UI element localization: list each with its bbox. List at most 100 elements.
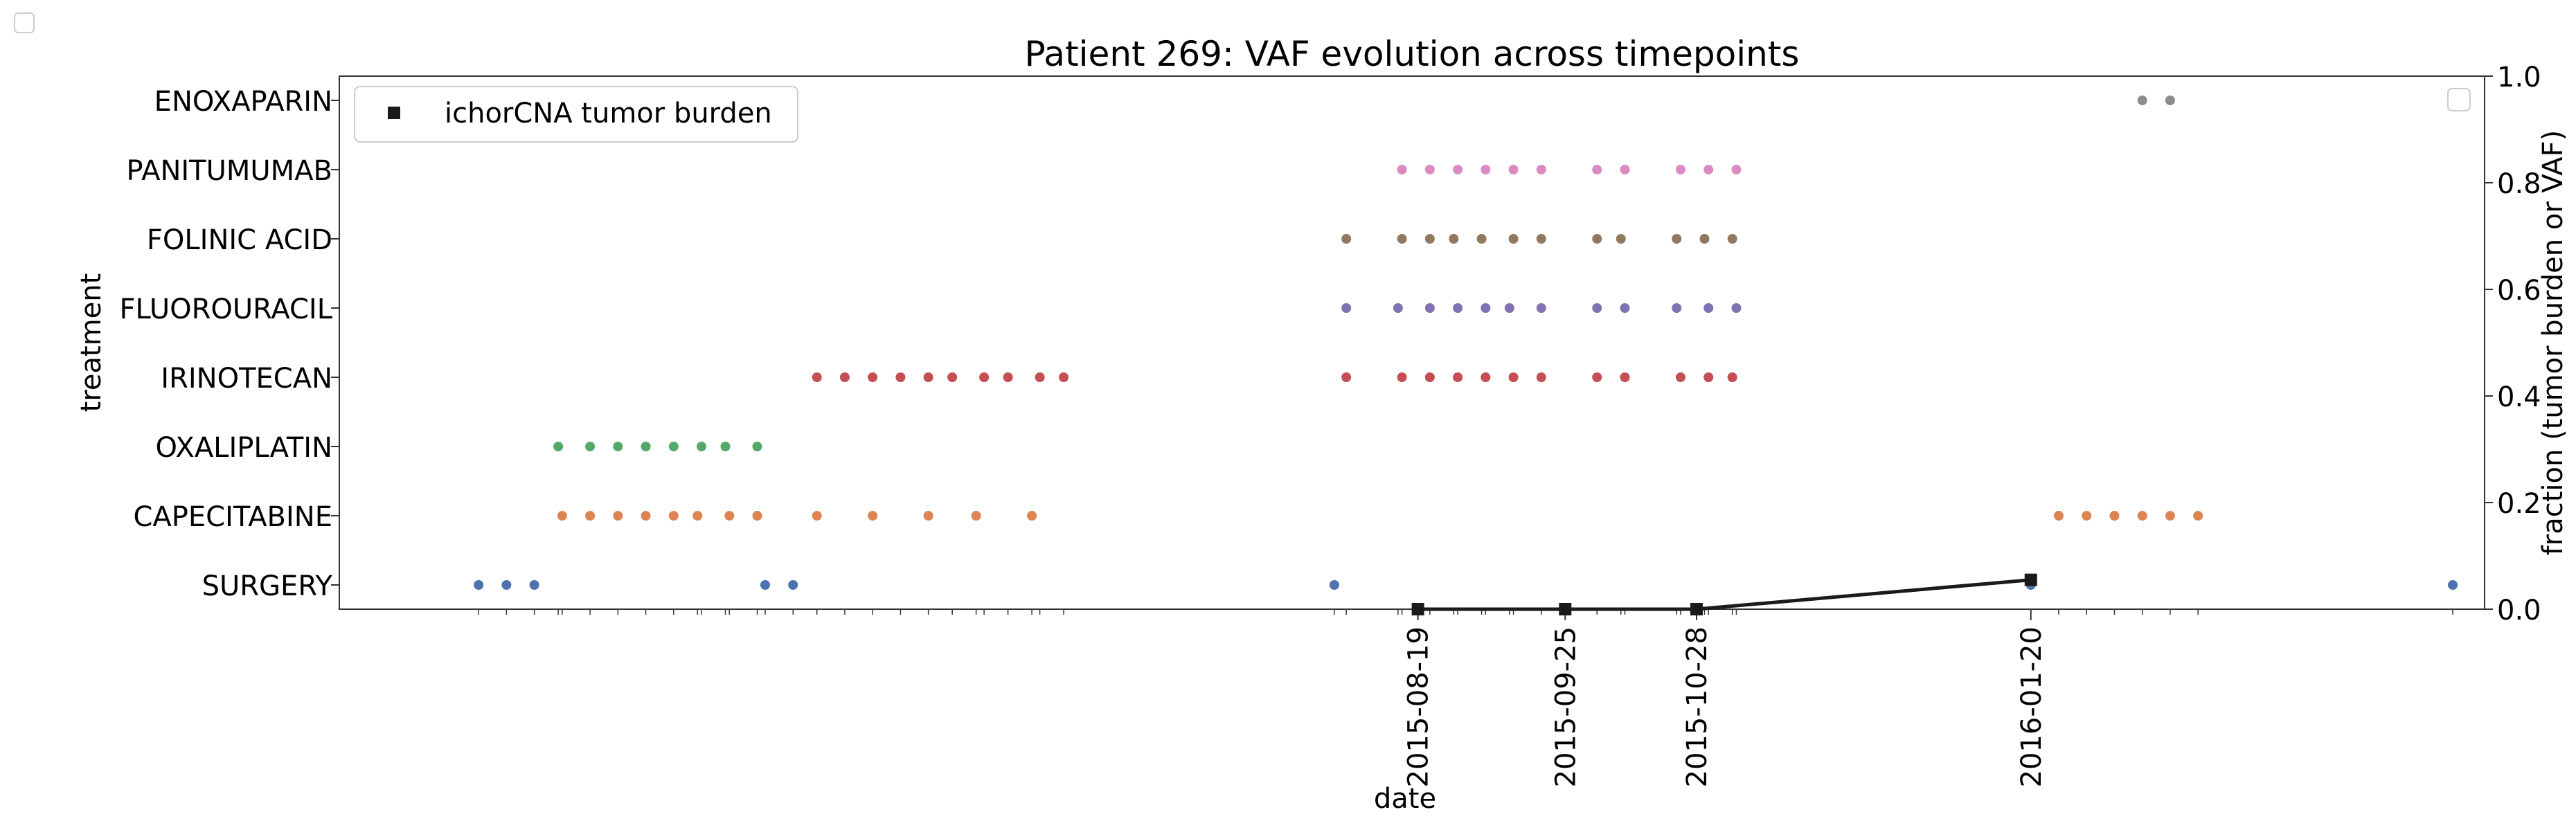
treatment-event-point — [529, 580, 539, 590]
treatment-event-point — [1341, 234, 1352, 244]
treatment-event-point — [668, 511, 679, 521]
treatment-event-point — [1059, 372, 1069, 382]
tumor-burden-point — [1559, 603, 1572, 615]
treatment-event-point — [1393, 303, 1403, 313]
right-y-tick-label: 0.4 — [2497, 381, 2541, 413]
right-y-tick-label: 1.0 — [2497, 62, 2541, 93]
treatment-event-point — [971, 511, 981, 521]
treatment-event-point — [1703, 303, 1714, 313]
tumor-burden-point — [1411, 603, 1424, 615]
treatment-event-point — [1592, 234, 1602, 244]
treatment-label: OXALIPLATIN — [155, 432, 332, 464]
treatment-event-point — [1699, 234, 1710, 244]
treatment-event-point — [1424, 165, 1435, 174]
x-tick-label: 2015-09-25 — [1550, 626, 1582, 787]
legend-label: ichorCNA tumor burden — [445, 98, 772, 129]
treatment-event-point — [1731, 303, 1742, 313]
treatment-event-point — [1508, 234, 1519, 244]
treatment-event-point — [2137, 96, 2147, 105]
treatment-event-point — [1727, 234, 1737, 244]
treatment-event-point — [1508, 372, 1519, 382]
treatment-event-point — [923, 511, 933, 521]
treatment-event-point — [1703, 372, 1714, 382]
empty-legend-checkbox — [14, 12, 35, 33]
treatment-event-point — [1620, 303, 1630, 313]
treatment-event-point — [1731, 165, 1742, 174]
treatment-label: IRINOTECAN — [161, 363, 332, 395]
treatment-event-point — [1397, 234, 1407, 244]
treatment-event-point — [1481, 372, 1491, 382]
treatment-event-point — [1508, 165, 1519, 174]
treatment-event-point — [585, 442, 596, 451]
treatment-event-point — [501, 580, 512, 590]
treatment-event-point — [868, 372, 878, 382]
y-axis-label-right: fraction (tumor burden or VAF) — [2537, 130, 2569, 556]
treatment-event-point — [2193, 511, 2203, 521]
treatment-event-point — [2109, 511, 2120, 521]
treatment-event-point — [474, 580, 484, 590]
treatment-event-point — [613, 442, 623, 451]
treatment-event-point — [1424, 303, 1435, 313]
treatment-event-point — [1672, 303, 1682, 313]
treatment-event-point — [641, 511, 651, 521]
legend-box — [354, 86, 798, 143]
tumor-burden-point — [1690, 603, 1703, 615]
treatment-event-point — [1592, 165, 1602, 174]
treatment-event-point — [1672, 234, 1682, 244]
treatment-event-point — [947, 372, 958, 382]
treatment-event-point — [1027, 511, 1037, 521]
treatment-event-point — [1536, 372, 1546, 382]
treatment-event-point — [760, 580, 771, 590]
treatment-event-point — [720, 442, 731, 451]
treatment-event-point — [697, 442, 707, 451]
treatment-event-point — [788, 580, 798, 590]
treatment-label: SURGERY — [202, 570, 333, 602]
treatment-event-point — [2082, 511, 2092, 521]
treatment-event-point — [2053, 511, 2064, 521]
legend-marker — [388, 107, 400, 119]
treatment-event-point — [2165, 511, 2175, 521]
right-y-tick-label: 0.6 — [2497, 275, 2541, 307]
treatment-event-point — [692, 511, 703, 521]
treatment-event-point — [752, 442, 762, 451]
treatment-event-point — [1592, 372, 1602, 382]
treatment-event-point — [1003, 372, 1013, 382]
treatment-event-point — [1329, 580, 1339, 590]
treatment-label: ENOXAPARIN — [154, 86, 332, 118]
x-tick-label: 2016-01-20 — [2016, 626, 2048, 787]
treatment-event-point — [1703, 165, 1714, 174]
treatment-event-point — [2137, 511, 2147, 521]
treatment-event-point — [1536, 165, 1546, 174]
treatment-event-point — [641, 442, 651, 451]
x-axis-label: date — [1374, 783, 1436, 815]
treatment-event-point — [1727, 372, 1737, 382]
y-axis-label-left: treatment — [75, 273, 107, 413]
treatment-event-point — [1341, 372, 1352, 382]
treatment-event-point — [1536, 303, 1546, 313]
treatment-event-point — [1481, 165, 1491, 174]
x-tick-label: 2015-08-19 — [1403, 626, 1435, 787]
tumor-burden-point — [2024, 573, 2037, 586]
chart-title: Patient 269: VAF evolution across timepo… — [1025, 34, 1800, 74]
treatment-event-point — [1616, 234, 1626, 244]
treatment-event-point — [752, 511, 762, 521]
treatment-event-point — [1476, 234, 1487, 244]
treatment-event-point — [1424, 234, 1435, 244]
treatment-event-point — [923, 372, 933, 382]
treatment-event-point — [1453, 165, 1463, 174]
empty-legend-box — [2447, 88, 2471, 111]
treatment-event-point — [1675, 372, 1685, 382]
treatment-event-point — [668, 442, 679, 451]
treatment-event-point — [1675, 165, 1685, 174]
treatment-event-point — [979, 372, 990, 382]
right-y-tick-label: 0.2 — [2497, 488, 2541, 520]
treatment-event-point — [839, 372, 850, 382]
treatment-event-point — [1592, 303, 1602, 313]
treatment-event-point — [812, 511, 822, 521]
treatment-event-point — [557, 511, 567, 521]
treatment-event-point — [1536, 234, 1546, 244]
treatment-event-point — [2165, 96, 2175, 105]
treatment-label: PANITUMUMAB — [127, 155, 332, 187]
treatment-label: FLUOROURACIL — [120, 294, 333, 325]
right-y-tick-label: 0.8 — [2497, 168, 2541, 200]
